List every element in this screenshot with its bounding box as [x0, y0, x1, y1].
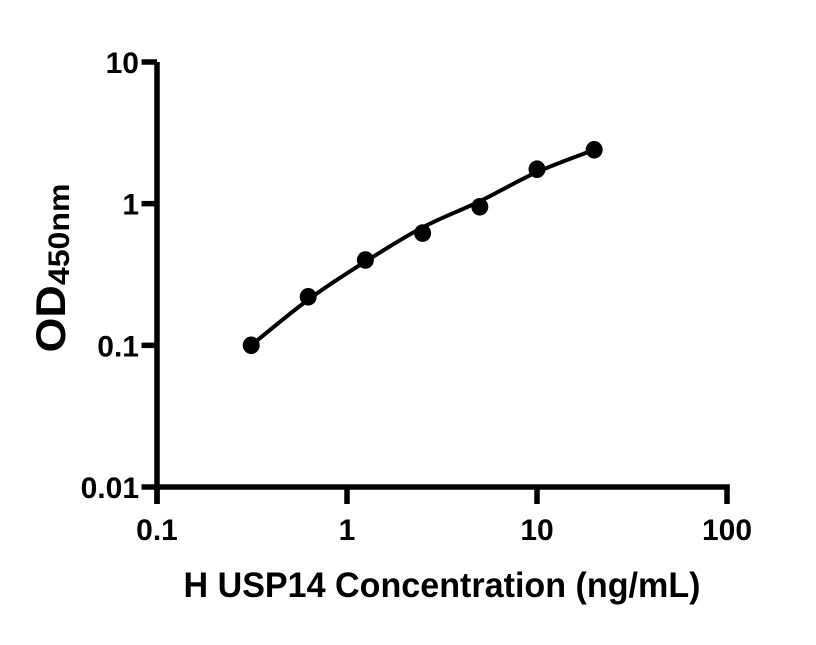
y-tick-label: 1 [122, 189, 139, 222]
x-tick-label: 1 [339, 514, 356, 547]
data-point [299, 288, 317, 306]
data-point [242, 336, 260, 355]
data-point [528, 160, 546, 178]
fit-curve [249, 147, 597, 348]
y-tick-label: 0.1 [97, 330, 139, 363]
y-axis-title-subscript: 450nm [43, 184, 76, 286]
x-axis-title: H USP14 Concentration (ng/mL) [184, 566, 701, 605]
x-tick-label: 10 [520, 514, 553, 547]
y-axis-title-main: OD [27, 285, 74, 352]
y-axis-title: OD450nm [27, 184, 76, 353]
data-point [471, 198, 489, 216]
data-point [585, 141, 603, 159]
data-point [356, 251, 374, 269]
x-tick-label: 0.1 [136, 514, 178, 547]
data-point [414, 224, 432, 242]
x-tick-label: 100 [702, 514, 752, 547]
y-tick-label: 0.01 [81, 472, 139, 505]
y-tick-label: 10 [106, 47, 139, 80]
